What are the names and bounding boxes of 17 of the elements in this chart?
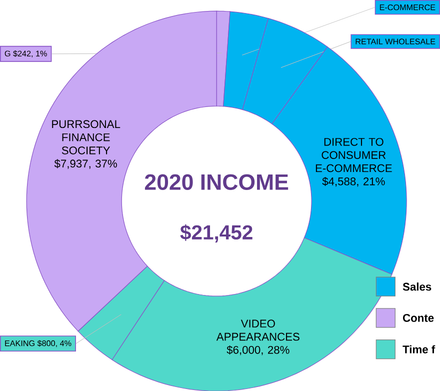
text: Sales <box>402 282 432 290</box>
text: $21,452 <box>180 224 252 242</box>
text: Time f <box>402 345 436 354</box>
slice-label: DIRECT TO CONSUMER E-COMMERCE <box>316 138 392 172</box>
data-label: $7,937, 37% <box>54 158 117 169</box>
slice-label: PURRSONAL FINANCE SOCIETY <box>52 120 120 154</box>
slice-label: EAKING <box>5 340 34 346</box>
data-label: $242, 1% <box>13 50 47 58</box>
data-label: $800, 4% <box>37 340 72 347</box>
slice-label: VIDEO APPEARANCES <box>216 319 300 340</box>
slice-label: E-COMMERCE <box>380 4 436 10</box>
slice-label: G <box>4 50 10 56</box>
slice-label: RETAIL WHOLESALE <box>356 38 436 44</box>
text: Conte <box>403 314 434 322</box>
data-label: $4,588, 21% <box>322 176 385 186</box>
text: 2020 INCOME <box>144 174 288 190</box>
data-label: $6,000, 28% <box>226 345 290 355</box>
